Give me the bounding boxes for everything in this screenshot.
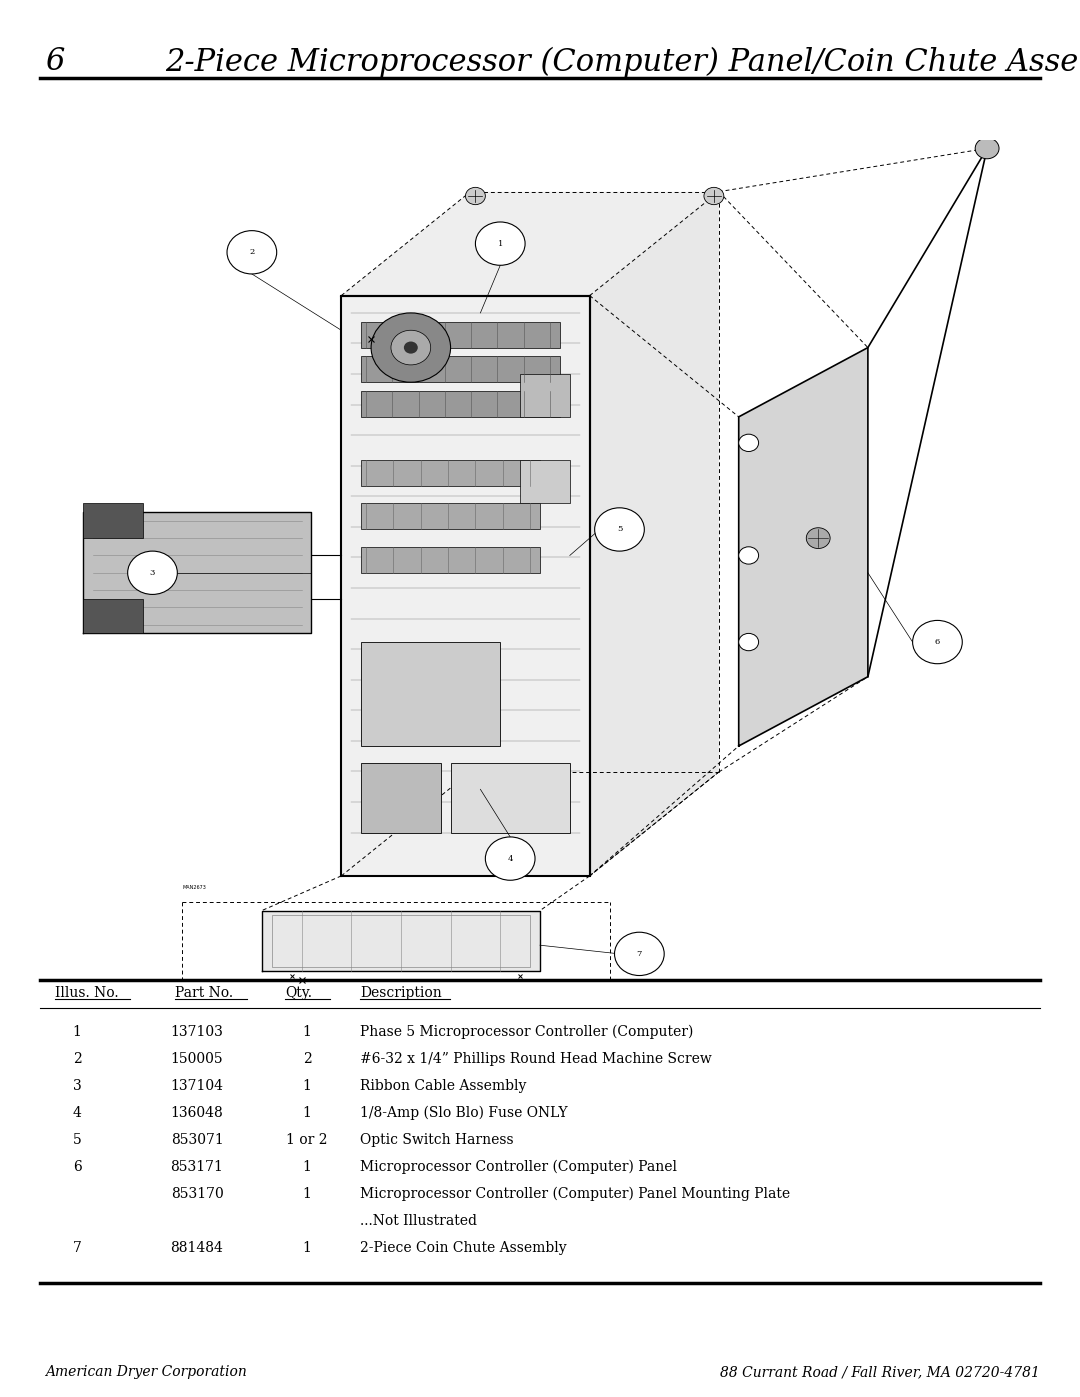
Circle shape: [975, 138, 999, 159]
Text: 88 Currant Road / Fall River, MA 02720-4781: 88 Currant Road / Fall River, MA 02720-4…: [720, 1365, 1040, 1379]
Text: 2: 2: [249, 249, 255, 256]
Text: 137103: 137103: [171, 1025, 224, 1039]
Bar: [521, 373, 570, 416]
Text: 2: 2: [72, 1052, 81, 1066]
Text: 4: 4: [508, 855, 513, 862]
Text: Optic Switch Harness: Optic Switch Harness: [360, 1133, 514, 1147]
Bar: [361, 546, 540, 573]
Text: MAN2673: MAN2673: [183, 884, 206, 890]
Text: 4: 4: [72, 1106, 81, 1120]
Bar: [83, 503, 143, 538]
Circle shape: [704, 187, 724, 204]
Text: #6-32 x 1/4” Phillips Round Head Machine Screw: #6-32 x 1/4” Phillips Round Head Machine…: [360, 1052, 712, 1066]
Circle shape: [391, 330, 431, 365]
Text: 1: 1: [302, 1160, 311, 1173]
Text: 1: 1: [302, 1241, 311, 1255]
Bar: [361, 503, 540, 529]
Circle shape: [127, 550, 177, 595]
Text: 2-Piece Coin Chute Assembly: 2-Piece Coin Chute Assembly: [360, 1241, 567, 1255]
Text: 2-Piece Microprocessor (Computer) Panel/Coin Chute Assemblies: 2-Piece Microprocessor (Computer) Panel/…: [165, 46, 1080, 78]
Bar: [83, 599, 143, 633]
Text: Ribbon Cable Assembly: Ribbon Cable Assembly: [360, 1078, 526, 1092]
Polygon shape: [590, 191, 719, 876]
Text: 5: 5: [617, 525, 622, 534]
Text: 6: 6: [72, 1160, 81, 1173]
Text: 3: 3: [72, 1078, 81, 1092]
Text: 1 or 2: 1 or 2: [286, 1133, 327, 1147]
Bar: [361, 643, 500, 746]
Circle shape: [615, 932, 664, 975]
Bar: [361, 321, 559, 348]
Text: 6: 6: [45, 46, 65, 77]
Text: 853171: 853171: [171, 1160, 224, 1173]
Text: 137104: 137104: [171, 1078, 224, 1092]
Text: Qty.: Qty.: [285, 986, 312, 1000]
Circle shape: [227, 231, 276, 274]
Text: Description: Description: [360, 986, 442, 1000]
Text: 7: 7: [72, 1241, 81, 1255]
Polygon shape: [739, 348, 868, 746]
Bar: [361, 460, 540, 486]
Text: 1: 1: [72, 1025, 81, 1039]
Circle shape: [739, 633, 758, 651]
Text: Phase 5 Microprocessor Controller (Computer): Phase 5 Microprocessor Controller (Compu…: [360, 1025, 693, 1039]
Circle shape: [485, 837, 535, 880]
Text: ...Not Illustrated: ...Not Illustrated: [360, 1214, 477, 1228]
Polygon shape: [261, 911, 540, 971]
Bar: [450, 763, 570, 833]
Text: 5: 5: [72, 1133, 81, 1147]
Text: 881484: 881484: [171, 1241, 224, 1255]
Text: 1: 1: [302, 1106, 311, 1120]
Text: 136048: 136048: [171, 1106, 224, 1120]
Text: Illus. No.: Illus. No.: [55, 986, 119, 1000]
Text: 1: 1: [302, 1025, 311, 1039]
Text: 1: 1: [302, 1187, 311, 1201]
Text: 853071: 853071: [171, 1133, 224, 1147]
Text: Microprocessor Controller (Computer) Panel Mounting Plate: Microprocessor Controller (Computer) Pan…: [360, 1187, 791, 1201]
Text: 1: 1: [302, 1078, 311, 1092]
Text: 2: 2: [302, 1052, 311, 1066]
Circle shape: [739, 434, 758, 451]
Text: 853170: 853170: [171, 1187, 224, 1201]
Text: 6: 6: [935, 638, 940, 645]
Text: Microprocessor Controller (Computer) Panel: Microprocessor Controller (Computer) Pan…: [360, 1160, 677, 1175]
Text: American Dryer Corporation: American Dryer Corporation: [45, 1365, 246, 1379]
Bar: [361, 391, 559, 416]
Circle shape: [595, 509, 645, 552]
Circle shape: [807, 528, 831, 549]
Text: 3: 3: [150, 569, 156, 577]
Circle shape: [913, 620, 962, 664]
Circle shape: [372, 313, 450, 383]
Text: 150005: 150005: [171, 1052, 224, 1066]
Circle shape: [404, 341, 418, 353]
Text: 7: 7: [637, 950, 642, 958]
Text: 1: 1: [498, 240, 503, 247]
Polygon shape: [341, 296, 590, 876]
Polygon shape: [83, 513, 311, 633]
Bar: [361, 763, 441, 833]
Text: 1/8-Amp (Slo Blo) Fuse ONLY: 1/8-Amp (Slo Blo) Fuse ONLY: [360, 1106, 568, 1120]
Polygon shape: [341, 191, 719, 296]
Circle shape: [739, 546, 758, 564]
Circle shape: [465, 187, 485, 204]
Text: Part No.: Part No.: [175, 986, 233, 1000]
Bar: [521, 460, 570, 503]
Bar: [272, 915, 530, 967]
Circle shape: [475, 222, 525, 265]
Bar: [361, 356, 559, 383]
